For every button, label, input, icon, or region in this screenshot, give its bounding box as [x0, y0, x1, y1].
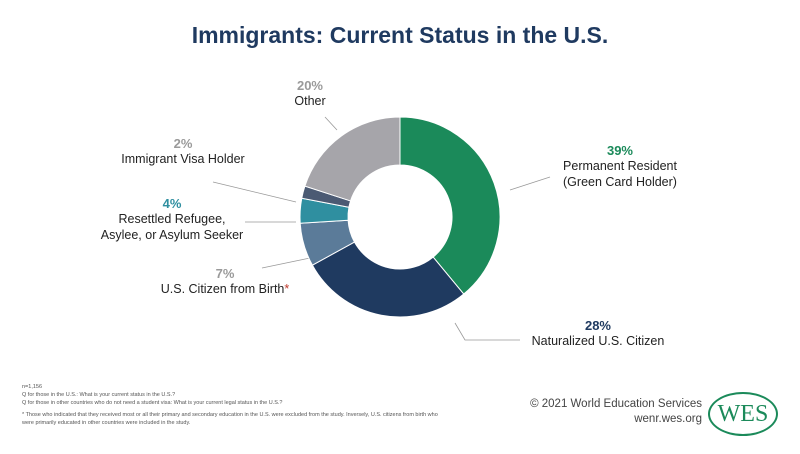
data-label: 39% Permanent Resident (Green Card Holder…	[563, 143, 677, 190]
value-label: 39%	[606, 143, 634, 158]
category-label: Permanent Resident (Green Card Holder)	[563, 159, 677, 189]
value-label: 20%	[296, 78, 324, 93]
donut-slice	[311, 241, 465, 318]
note: Q for those in other countries who do no…	[22, 400, 283, 406]
logo: WES	[708, 392, 778, 436]
leader-line	[212, 181, 297, 203]
leader-line	[324, 116, 338, 131]
note: * Those who indicated that they received…	[22, 412, 438, 426]
category-label: Resettled Refugee, Asylee, or Asylum See…	[100, 212, 244, 242]
category-label: Other	[294, 94, 326, 108]
value-label: 7%	[215, 266, 235, 281]
leader-line	[454, 322, 520, 341]
donut-slice	[399, 116, 501, 295]
value-label: 2%	[173, 136, 193, 151]
site: wenr.wes.org	[634, 413, 702, 425]
note: n=1,156	[22, 384, 43, 390]
data-label: 28% Naturalized U.S. Citizen	[532, 318, 665, 349]
donut-slice	[304, 116, 401, 202]
data-label: 20% Other	[294, 78, 325, 109]
data-label: 2% Immigrant Visa Holder	[121, 136, 244, 167]
footnotes: n=1,156 Q for those in the U.S.: What is…	[22, 383, 442, 427]
footnote-marker: *	[284, 282, 290, 296]
category-label: U.S. Citizen from Birth*	[160, 282, 290, 296]
data-label: 4% Resettled Refugee, Asylee, or Asylum S…	[101, 196, 243, 243]
value-label: 4%	[162, 196, 182, 211]
note: Q for those in the U.S.: What is your cu…	[22, 392, 176, 398]
chart-title: Immigrants: Current Status in the U.S.	[191, 22, 609, 48]
leader-line	[261, 257, 311, 269]
value-label: 28%	[584, 318, 612, 333]
category-label: Immigrant Visa Holder	[121, 152, 245, 166]
category-label: Naturalized U.S. Citizen	[531, 334, 665, 348]
copyright: © 2021 World Education Services	[530, 398, 702, 410]
leader-line	[509, 176, 551, 191]
data-label: 7% U.S. Citizen from Birth*	[161, 266, 290, 297]
